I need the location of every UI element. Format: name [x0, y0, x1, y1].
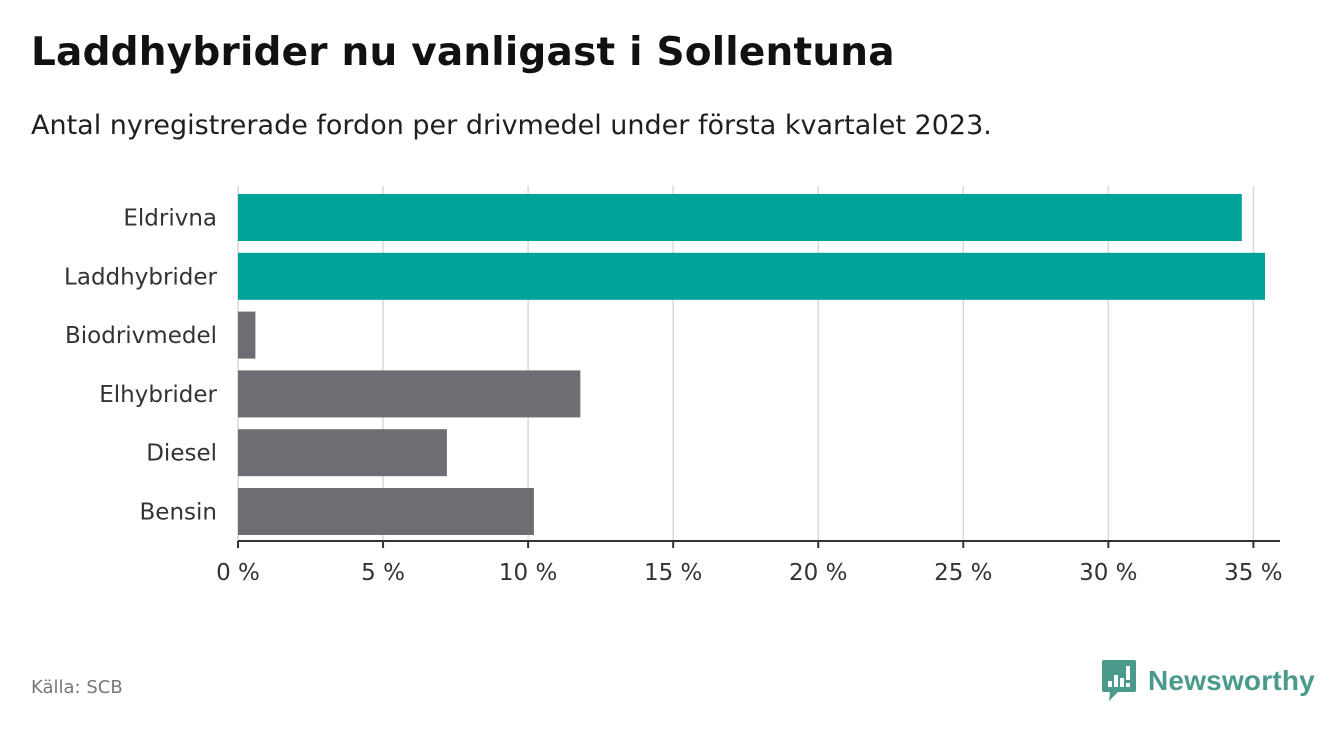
- bar: [238, 194, 1242, 241]
- source-note: Källa: SCB: [31, 677, 123, 698]
- brand-name: Newsworthy: [1148, 665, 1315, 696]
- bar-chart: Eldrivna Laddhybrider Biodrivmedel Elhybrid…: [64, 186, 1283, 586]
- x-tick-label: 0 %: [216, 560, 260, 586]
- category-label: Diesel: [146, 441, 217, 467]
- category-label: Bensin: [140, 500, 217, 526]
- chart-subtitle: Antal nyregistrerade fordon per drivmede…: [31, 110, 992, 141]
- x-tick-label: 30 %: [1079, 560, 1137, 586]
- category-label: Biodrivmedel: [65, 323, 217, 349]
- x-tick-label: 5 %: [361, 560, 405, 586]
- bar-chart-icon: [1102, 660, 1136, 701]
- bar: [238, 252, 1265, 300]
- x-tick-label: 25 %: [934, 560, 992, 586]
- bar: [238, 429, 447, 477]
- x-tick-label: 15 %: [644, 560, 702, 586]
- category-label: Eldrivna: [123, 206, 217, 232]
- brand-logo: Newsworthy: [1102, 660, 1315, 702]
- category-label: Laddhybrider: [64, 264, 217, 290]
- x-tick-label: 20 %: [789, 560, 847, 586]
- bar: [238, 370, 581, 418]
- bar: [238, 311, 256, 359]
- category-label: Elhybrider: [99, 382, 217, 408]
- x-tick-label: 35 %: [1224, 560, 1282, 586]
- chart-title: Laddhybrider nu vanligast i Sollentuna: [31, 30, 895, 75]
- x-tick-label: 10 %: [499, 560, 557, 586]
- bar: [238, 488, 534, 535]
